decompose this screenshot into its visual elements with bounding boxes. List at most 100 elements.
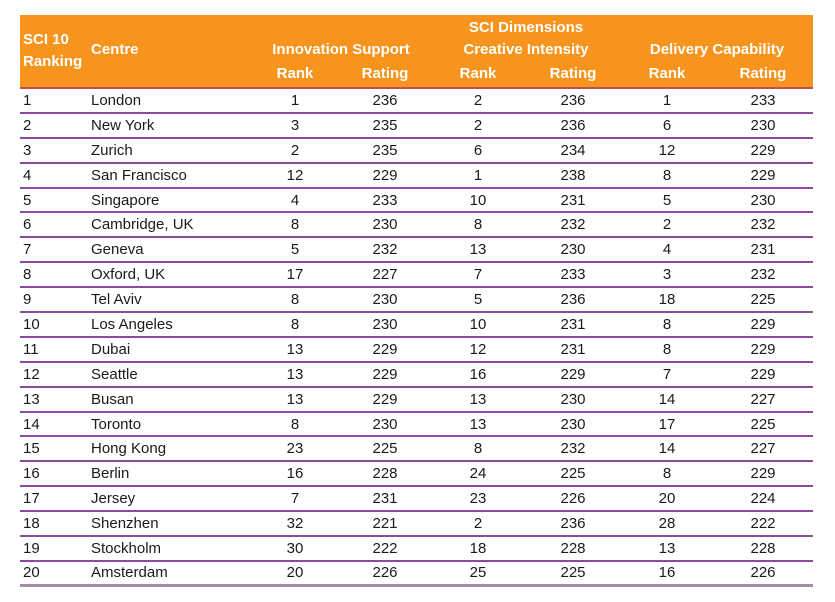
- cell-ci-rating: 236: [560, 116, 586, 134]
- cell-ranking: 1: [23, 91, 32, 109]
- cell-ci-rank: 13: [469, 241, 487, 259]
- cell-dc-rating: 222: [750, 515, 776, 533]
- cell-ci-rating: 230: [560, 241, 586, 259]
- cell-is-rank: 20: [286, 564, 304, 582]
- cell-is-rating: 233: [372, 191, 398, 209]
- cell-ci-rating: 226: [560, 490, 586, 508]
- cell-ci-rank: 16: [469, 365, 487, 383]
- cell-is-rank: 17: [286, 266, 304, 284]
- cell-ranking: 15: [23, 440, 40, 458]
- cell-centre: Amsterdam: [91, 564, 168, 582]
- table-row: 20 Amsterdam 20 226 25 225 16 226: [20, 562, 813, 587]
- subheader-creative-rank: Rank: [459, 64, 497, 82]
- subheader-creative-rating: Rating: [549, 64, 597, 82]
- cell-ranking: 19: [23, 539, 40, 557]
- cell-dc-rank: 7: [662, 365, 672, 383]
- cell-dc-rating: 233: [750, 91, 776, 109]
- cell-is-rating: 236: [372, 91, 398, 109]
- cell-centre: San Francisco: [91, 166, 187, 184]
- cell-dc-rating: 229: [750, 365, 776, 383]
- cell-ranking: 5: [23, 191, 32, 209]
- cell-dc-rating: 229: [750, 340, 776, 358]
- table-row: 10 Los Angeles 8 230 10 231 8 229: [20, 313, 813, 338]
- cell-dc-rank: 14: [658, 440, 676, 458]
- cell-ranking: 16: [23, 465, 40, 483]
- cell-ranking: 18: [23, 515, 40, 533]
- cell-dc-rating: 228: [750, 539, 776, 557]
- cell-is-rating: 229: [372, 340, 398, 358]
- cell-dc-rating: 225: [750, 415, 776, 433]
- cell-dc-rank: 18: [658, 291, 676, 309]
- cell-dc-rank: 12: [658, 141, 676, 159]
- cell-is-rating: 235: [372, 141, 398, 159]
- cell-dc-rank: 2: [662, 216, 672, 234]
- cell-is-rank: 8: [290, 415, 300, 433]
- cell-is-rating: 229: [372, 166, 398, 184]
- table-row: 5 Singapore 4 233 10 231 5 230: [20, 189, 813, 214]
- cell-centre: Tel Aviv: [91, 291, 142, 309]
- cell-dc-rank: 8: [662, 166, 672, 184]
- cell-is-rating: 230: [372, 291, 398, 309]
- table-row: 11 Dubai 13 229 12 231 8 229: [20, 338, 813, 363]
- cell-dc-rank: 6: [662, 116, 672, 134]
- table-row: 16 Berlin 16 228 24 225 8 229: [20, 462, 813, 488]
- cell-dc-rank: 8: [662, 315, 672, 333]
- cell-ci-rating: 229: [560, 365, 586, 383]
- cell-ci-rank: 8: [473, 440, 483, 458]
- table-body: 1 London 1 236 2 236 1 233 2 New York 3 235 2 236 6 230…: [20, 89, 813, 587]
- cell-ci-rating: 231: [560, 340, 586, 358]
- cell-dc-rank: 28: [658, 515, 676, 533]
- table-row: 8 Oxford, UK 17 227 7 233 3 232: [20, 263, 813, 289]
- cell-is-rating: 235: [372, 116, 398, 134]
- cell-ci-rating: 236: [560, 291, 586, 309]
- subheader-innovation-rating: Rating: [361, 64, 409, 82]
- cell-centre: New York: [91, 116, 155, 134]
- cell-ci-rank: 24: [469, 465, 487, 483]
- cell-centre: Berlin: [91, 465, 130, 483]
- cell-centre: Seattle: [91, 365, 138, 383]
- cell-ci-rank: 23: [469, 490, 487, 508]
- cell-ci-rating: 225: [560, 465, 586, 483]
- cell-ci-rating: 230: [560, 415, 586, 433]
- table-row: 14 Toronto 8 230 13 230 17 225: [20, 413, 813, 438]
- cell-is-rank: 1: [290, 91, 300, 109]
- cell-ci-rating: 232: [560, 440, 586, 458]
- cell-ci-rating: 228: [560, 539, 586, 557]
- cell-is-rating: 222: [372, 539, 398, 557]
- subheader-innovation-rank: Rank: [276, 64, 314, 82]
- cell-centre: Zurich: [91, 141, 133, 159]
- cell-dc-rating: 229: [750, 166, 776, 184]
- cell-is-rating: 230: [372, 315, 398, 333]
- table-row: 13 Busan 13 229 13 230 14 227: [20, 388, 813, 413]
- cell-is-rank: 13: [286, 390, 304, 408]
- cell-centre: Cambridge, UK: [91, 216, 194, 234]
- cell-is-rating: 225: [372, 440, 398, 458]
- cell-is-rank: 2: [290, 141, 300, 159]
- cell-is-rank: 8: [290, 315, 300, 333]
- cell-ci-rating: 231: [560, 315, 586, 333]
- cell-dc-rank: 4: [662, 241, 672, 259]
- cell-is-rating: 229: [372, 365, 398, 383]
- cell-ci-rank: 10: [469, 315, 487, 333]
- cell-dc-rating: 225: [750, 291, 776, 309]
- cell-ci-rank: 12: [469, 340, 487, 358]
- cell-centre: Singapore: [91, 191, 160, 209]
- cell-centre: Stockholm: [91, 539, 162, 557]
- subheader-delivery-rank: Rank: [648, 64, 686, 82]
- cell-ci-rank: 10: [469, 191, 487, 209]
- cell-centre: Busan: [91, 390, 134, 408]
- cell-dc-rating: 227: [750, 390, 776, 408]
- column-header-sci10-ranking: SCI 10 Ranking: [23, 31, 83, 70]
- cell-ci-rating: 236: [560, 91, 586, 109]
- cell-is-rank: 13: [286, 365, 304, 383]
- cell-is-rating: 230: [372, 415, 398, 433]
- cell-dc-rank: 1: [662, 91, 672, 109]
- cell-dc-rating: 229: [750, 141, 776, 159]
- cell-dc-rating: 224: [750, 490, 776, 508]
- table-row: 2 New York 3 235 2 236 6 230: [20, 114, 813, 139]
- table-row: 12 Seattle 13 229 16 229 7 229: [20, 363, 813, 388]
- cell-is-rank: 8: [290, 291, 300, 309]
- table-row: 3 Zurich 2 235 6 234 12 229: [20, 139, 813, 164]
- cell-ci-rating: 234: [560, 141, 586, 159]
- group-header-creative-intensity: Creative Intensity: [463, 40, 589, 58]
